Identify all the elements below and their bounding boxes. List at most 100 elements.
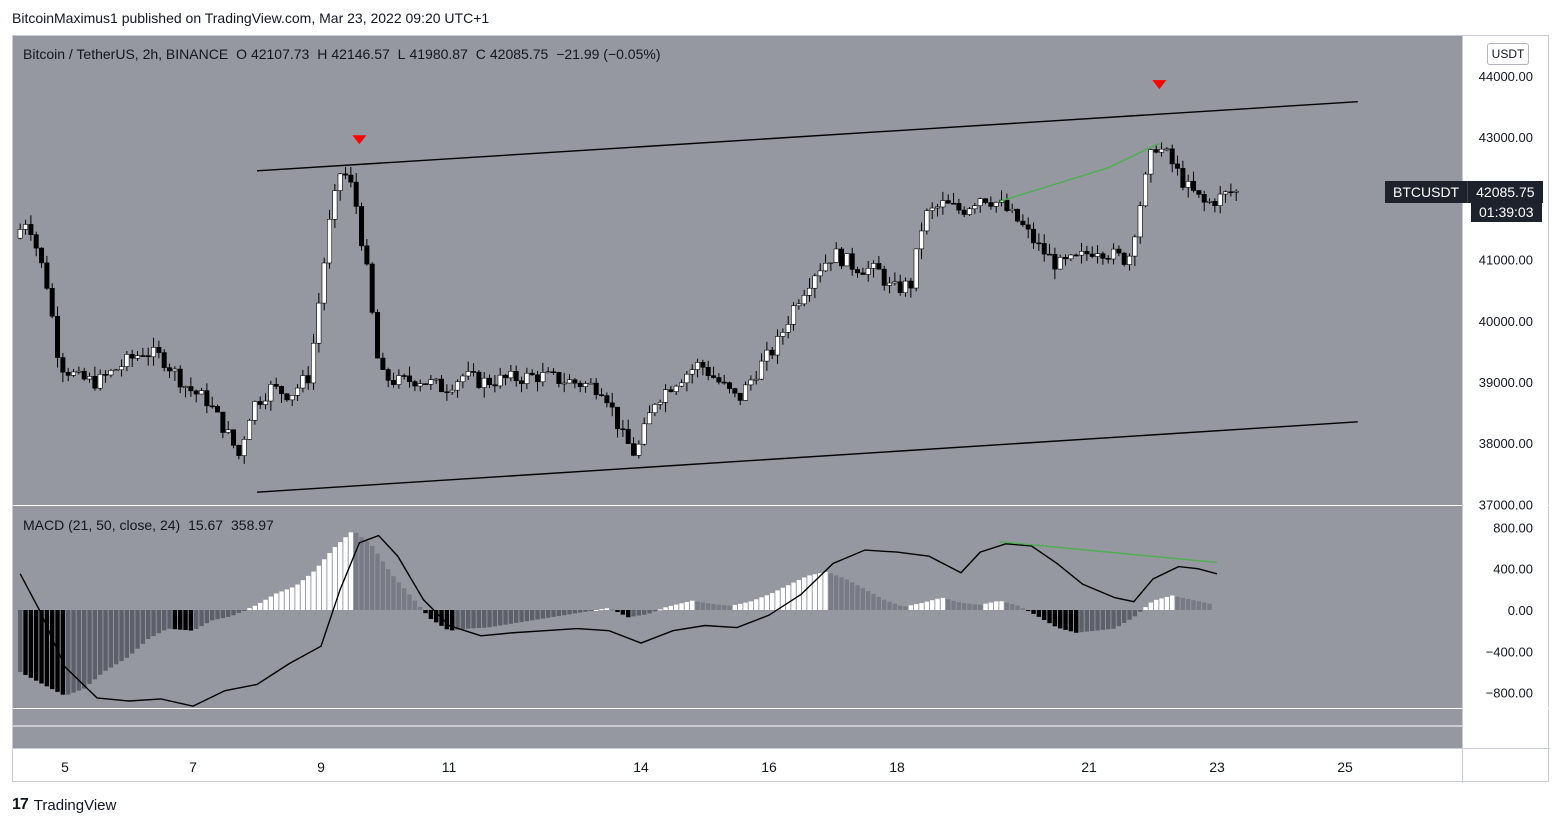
bull-candle — [679, 382, 685, 387]
bear-candle — [1031, 228, 1037, 244]
bear-candle — [385, 369, 391, 381]
macd-histogram-bar — [812, 574, 818, 610]
macd-histogram-bar — [1175, 596, 1180, 610]
macd-histogram-bar — [1010, 604, 1015, 610]
macd-histogram-bar — [402, 588, 407, 610]
price-tick-label: 37000.00 — [1479, 497, 1533, 512]
bear-candle — [956, 203, 962, 211]
bull-candle — [657, 402, 663, 405]
macd-histogram-bar — [354, 532, 359, 610]
bull-candle — [455, 381, 461, 391]
footer-brand[interactable]: 17 TradingView — [12, 796, 116, 814]
chart-svg[interactable]: 44000.0043000.0042000.0041000.0040000.00… — [13, 36, 1550, 783]
bull-candle — [433, 378, 439, 381]
tradingview-logo-icon: 17 — [12, 796, 29, 813]
macd-histogram-bar — [226, 610, 231, 617]
bear-candle — [1191, 181, 1197, 191]
macd-histogram-bar — [1100, 610, 1106, 630]
bull-candle — [417, 383, 423, 387]
bear-candle — [1121, 252, 1127, 265]
bull-candle — [327, 219, 333, 264]
bull-candle — [764, 349, 770, 362]
macd-histogram-bar — [263, 599, 268, 610]
bull-candle — [791, 305, 797, 325]
macd-histogram-bar — [199, 610, 204, 627]
macd-histogram-bar — [284, 589, 290, 610]
macd-histogram-bar — [786, 585, 791, 610]
macd-histogram-bar — [1058, 610, 1063, 629]
macd-histogram-bar — [146, 610, 151, 639]
macd-histogram-bar — [754, 599, 759, 610]
macd-histogram-bar — [994, 601, 999, 610]
macd-histogram-bar — [924, 601, 930, 610]
macd-histogram-bar — [839, 577, 844, 610]
bear-candle — [1175, 163, 1181, 169]
macd-histogram-bar — [338, 542, 343, 610]
bull-candle — [1057, 257, 1063, 270]
macd-histogram-bar — [322, 559, 327, 610]
bear-candle — [177, 368, 183, 388]
macd-histogram-bar — [311, 571, 316, 610]
bull-candle — [780, 332, 786, 337]
bull-candle — [972, 205, 978, 210]
macd-histogram-bar — [716, 604, 722, 610]
bear-candle — [1116, 248, 1122, 254]
bear-candle — [407, 375, 413, 382]
bull-candle — [743, 384, 749, 401]
bear-candle — [711, 375, 717, 378]
macd-histogram-bar — [636, 610, 642, 616]
macd-value-2: 358.97 — [231, 517, 274, 533]
bull-candle — [1207, 201, 1213, 203]
macd-histogram-bar — [82, 610, 87, 689]
macd-histogram-bar — [295, 584, 300, 610]
bull-candle — [124, 354, 130, 367]
bear-candle — [529, 372, 535, 376]
macd-histogram-bar — [940, 597, 946, 610]
bear-candle — [103, 374, 109, 376]
macd-histogram-bar — [1068, 610, 1074, 632]
bear-candle — [49, 287, 55, 317]
bear-candle — [284, 393, 290, 401]
macd-histogram-bar — [87, 610, 92, 684]
macd-histogram-bar — [1148, 602, 1154, 610]
macd-histogram-bar — [647, 610, 652, 614]
time-tick-label: 11 — [442, 759, 457, 775]
legend-open-label: O — [236, 46, 247, 62]
bear-candle — [551, 371, 557, 374]
macd-histogram-bar — [407, 594, 412, 610]
bull-candle — [801, 295, 807, 305]
chart-frame[interactable]: 44000.0043000.0042000.0041000.0040000.00… — [12, 35, 1550, 783]
macd-histogram-bar — [476, 610, 482, 629]
currency-unit-button[interactable]: USDT — [1487, 43, 1529, 65]
macd-histogram-bar — [508, 610, 514, 624]
macd-histogram-bar — [844, 579, 850, 610]
bull-candle — [929, 207, 935, 211]
bull-candle — [913, 248, 919, 289]
macd-histogram-bar — [546, 610, 551, 618]
bull-candle — [1159, 148, 1165, 153]
macd-histogram-bar — [1116, 610, 1122, 627]
macd-histogram-bar — [268, 596, 274, 610]
macd-histogram-bar — [850, 582, 855, 610]
bear-candle — [380, 357, 386, 370]
macd-histogram-bar — [658, 609, 663, 611]
macd-histogram-bar — [215, 610, 220, 620]
macd-histogram-bar — [242, 610, 247, 611]
macd-histogram-bar — [28, 610, 34, 678]
macd-histogram-bar — [370, 545, 375, 610]
bear-candle — [876, 263, 882, 270]
bear-candle — [668, 389, 674, 392]
macd-histogram-bar — [247, 608, 252, 610]
macd-histogram-bar — [866, 591, 871, 610]
macd-histogram-bar — [604, 608, 610, 610]
macd-histogram-bar — [834, 575, 839, 610]
extra-panel-bg — [13, 709, 1462, 748]
bull-candle — [311, 342, 317, 384]
bear-candle — [769, 349, 775, 356]
macd-histogram-bar — [23, 610, 28, 675]
macd-histogram-bar — [130, 610, 135, 654]
macd-histogram-bar — [1111, 610, 1116, 629]
macd-histogram-bar — [914, 604, 919, 610]
time-tick-label: 7 — [189, 759, 197, 775]
bear-candle — [1212, 201, 1218, 206]
